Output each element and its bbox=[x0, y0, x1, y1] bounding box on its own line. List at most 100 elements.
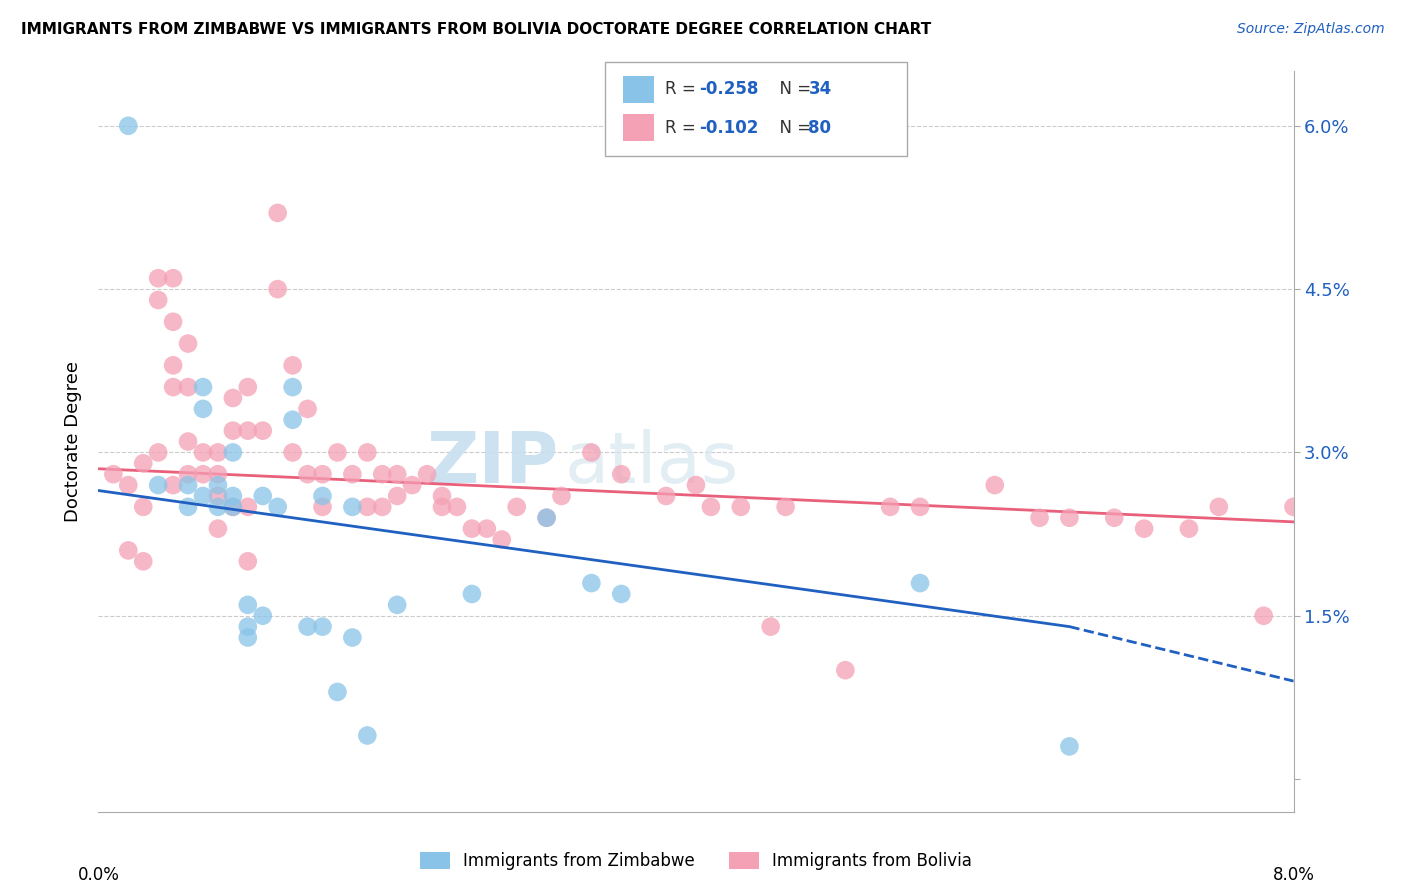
Text: 8.0%: 8.0% bbox=[1272, 866, 1315, 884]
Point bbox=[491, 533, 513, 547]
Point bbox=[1059, 510, 1081, 524]
Point bbox=[356, 500, 378, 514]
Point bbox=[177, 467, 200, 482]
Point bbox=[416, 467, 439, 482]
Point bbox=[177, 336, 200, 351]
Point bbox=[281, 380, 304, 394]
Point bbox=[191, 489, 214, 503]
Text: R =: R = bbox=[665, 119, 702, 136]
Point bbox=[207, 478, 229, 492]
Legend: Immigrants from Zimbabwe, Immigrants from Bolivia: Immigrants from Zimbabwe, Immigrants fro… bbox=[420, 852, 972, 870]
Text: -0.258: -0.258 bbox=[699, 80, 758, 98]
Point bbox=[430, 500, 453, 514]
Point bbox=[1312, 619, 1334, 633]
Point bbox=[236, 631, 259, 645]
Point bbox=[207, 522, 229, 536]
Text: IMMIGRANTS FROM ZIMBABWE VS IMMIGRANTS FROM BOLIVIA DOCTORATE DEGREE CORRELATION: IMMIGRANTS FROM ZIMBABWE VS IMMIGRANTS F… bbox=[21, 22, 931, 37]
Point bbox=[297, 401, 319, 416]
Point bbox=[1282, 500, 1305, 514]
Point bbox=[117, 543, 139, 558]
Point bbox=[281, 445, 304, 459]
Point bbox=[177, 380, 200, 394]
Point bbox=[207, 467, 229, 482]
Point bbox=[311, 489, 333, 503]
Point bbox=[222, 424, 245, 438]
Point bbox=[177, 500, 200, 514]
Point bbox=[297, 619, 319, 633]
Point bbox=[506, 500, 529, 514]
Point bbox=[236, 554, 259, 568]
Point bbox=[371, 467, 394, 482]
Y-axis label: Doctorate Degree: Doctorate Degree bbox=[63, 361, 82, 522]
Text: R =: R = bbox=[665, 80, 702, 98]
Point bbox=[117, 119, 139, 133]
Point bbox=[191, 467, 214, 482]
Text: N =: N = bbox=[769, 119, 817, 136]
Point bbox=[610, 467, 633, 482]
Point bbox=[222, 391, 245, 405]
Point bbox=[162, 271, 184, 285]
Point bbox=[132, 500, 155, 514]
Point bbox=[371, 500, 394, 514]
Point bbox=[222, 445, 245, 459]
Point bbox=[191, 445, 214, 459]
Point bbox=[342, 467, 364, 482]
Point bbox=[222, 500, 245, 514]
Point bbox=[461, 587, 484, 601]
Point bbox=[236, 424, 259, 438]
Point bbox=[148, 445, 170, 459]
Point bbox=[1133, 522, 1156, 536]
Point bbox=[191, 401, 214, 416]
Point bbox=[162, 478, 184, 492]
Point bbox=[177, 478, 200, 492]
Point bbox=[879, 500, 901, 514]
Point bbox=[550, 489, 572, 503]
Point bbox=[236, 500, 259, 514]
Text: -0.102: -0.102 bbox=[699, 119, 758, 136]
Point bbox=[162, 359, 184, 373]
Point bbox=[191, 380, 214, 394]
Point bbox=[475, 522, 498, 536]
Text: Source: ZipAtlas.com: Source: ZipAtlas.com bbox=[1237, 22, 1385, 37]
Text: ZIP: ZIP bbox=[426, 429, 558, 499]
Point bbox=[311, 500, 333, 514]
Point bbox=[730, 500, 752, 514]
Point bbox=[461, 522, 484, 536]
Point bbox=[685, 478, 707, 492]
Text: 80: 80 bbox=[808, 119, 831, 136]
Point bbox=[236, 619, 259, 633]
Point bbox=[222, 500, 245, 514]
Point bbox=[103, 467, 125, 482]
Point bbox=[356, 445, 378, 459]
Text: 0.0%: 0.0% bbox=[77, 866, 120, 884]
Point bbox=[655, 489, 678, 503]
Point bbox=[759, 619, 782, 633]
Point bbox=[267, 282, 290, 296]
Point bbox=[1028, 510, 1050, 524]
Point bbox=[222, 489, 245, 503]
Point bbox=[342, 500, 364, 514]
Point bbox=[311, 467, 333, 482]
Point bbox=[775, 500, 797, 514]
Point bbox=[984, 478, 1007, 492]
Point bbox=[581, 576, 603, 591]
Point bbox=[536, 510, 558, 524]
Point bbox=[252, 424, 274, 438]
Point bbox=[610, 587, 633, 601]
Point bbox=[207, 500, 229, 514]
Point bbox=[281, 359, 304, 373]
Point bbox=[385, 489, 409, 503]
Point bbox=[834, 663, 856, 677]
Point bbox=[148, 478, 170, 492]
Point bbox=[908, 576, 931, 591]
Point bbox=[162, 315, 184, 329]
Point bbox=[207, 445, 229, 459]
Point bbox=[401, 478, 423, 492]
Point bbox=[132, 456, 155, 470]
Point bbox=[700, 500, 723, 514]
Point bbox=[326, 445, 349, 459]
Point bbox=[297, 467, 319, 482]
Point bbox=[281, 413, 304, 427]
Point bbox=[132, 554, 155, 568]
Text: N =: N = bbox=[769, 80, 817, 98]
